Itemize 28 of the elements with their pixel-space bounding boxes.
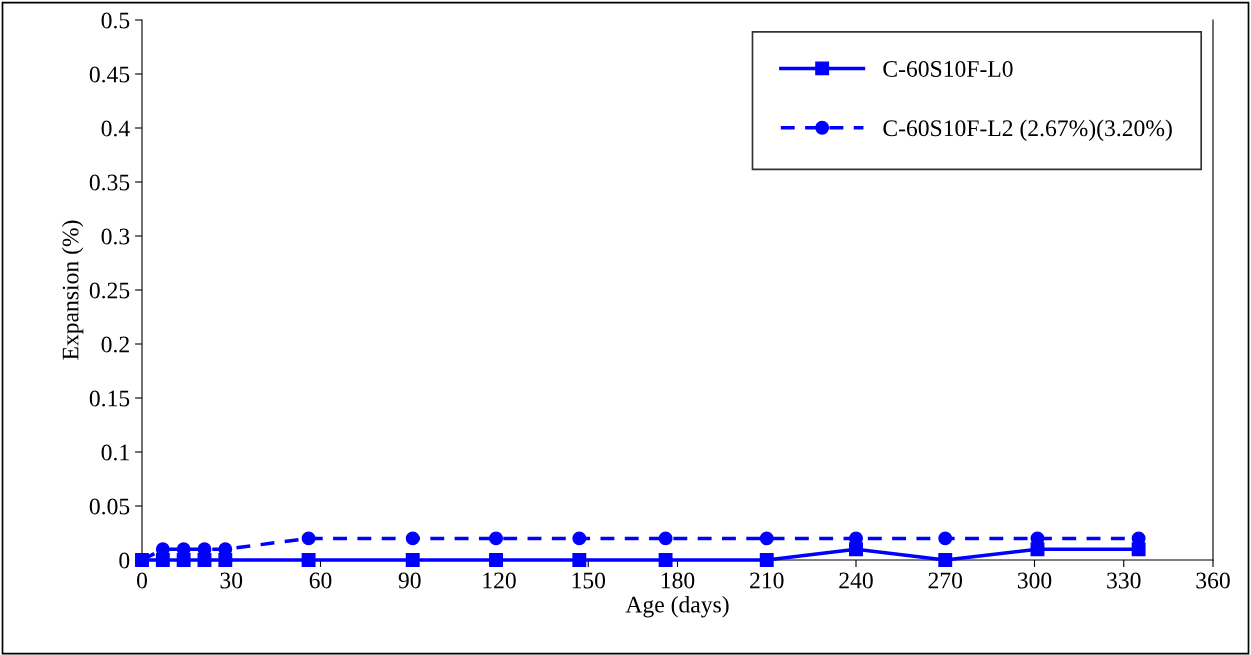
x-tick-label: 180 (661, 572, 695, 589)
x-tick-label: 30 (220, 572, 243, 589)
x-tick-label: 300 (1017, 572, 1052, 589)
y-tick-label: 0.25 (89, 282, 130, 299)
y-tick-label: 0.3 (101, 228, 130, 245)
x-tick-label: 330 (1107, 572, 1141, 589)
y-tick-label: 0.4 (101, 120, 130, 137)
x-tick-label: 60 (309, 572, 332, 589)
y-tick-label: 0.05 (89, 498, 130, 515)
x-axis-title: Age (days) (625, 596, 729, 618)
x-tick-label: 0 (137, 572, 147, 589)
x-tick-label: 120 (483, 572, 516, 589)
legend-label: C-60S10F-L2 (2.67%)(3.20%) (883, 119, 1172, 142)
x-tick-label: 270 (928, 572, 963, 589)
x-tick-label: 150 (572, 572, 606, 589)
x-tick-label: 360 (1196, 572, 1230, 589)
x-tick-label: 240 (839, 572, 873, 589)
y-tick-label: 0.2 (101, 336, 129, 353)
y-tick-label: 0.5 (101, 12, 130, 29)
y-tick-label: 0.1 (101, 444, 129, 461)
legend-label: C-60S10F-L0 (883, 60, 1013, 77)
x-tick-label: 210 (750, 572, 784, 589)
x-tick-label: 90 (398, 572, 421, 589)
y-axis-title: Expansion (%) (61, 220, 84, 360)
y-tick-label: 0 (119, 552, 130, 569)
y-tick-label: 0.35 (89, 174, 130, 191)
y-tick-label: 0.15 (89, 390, 130, 407)
y-tick-label: 0.45 (89, 66, 130, 83)
